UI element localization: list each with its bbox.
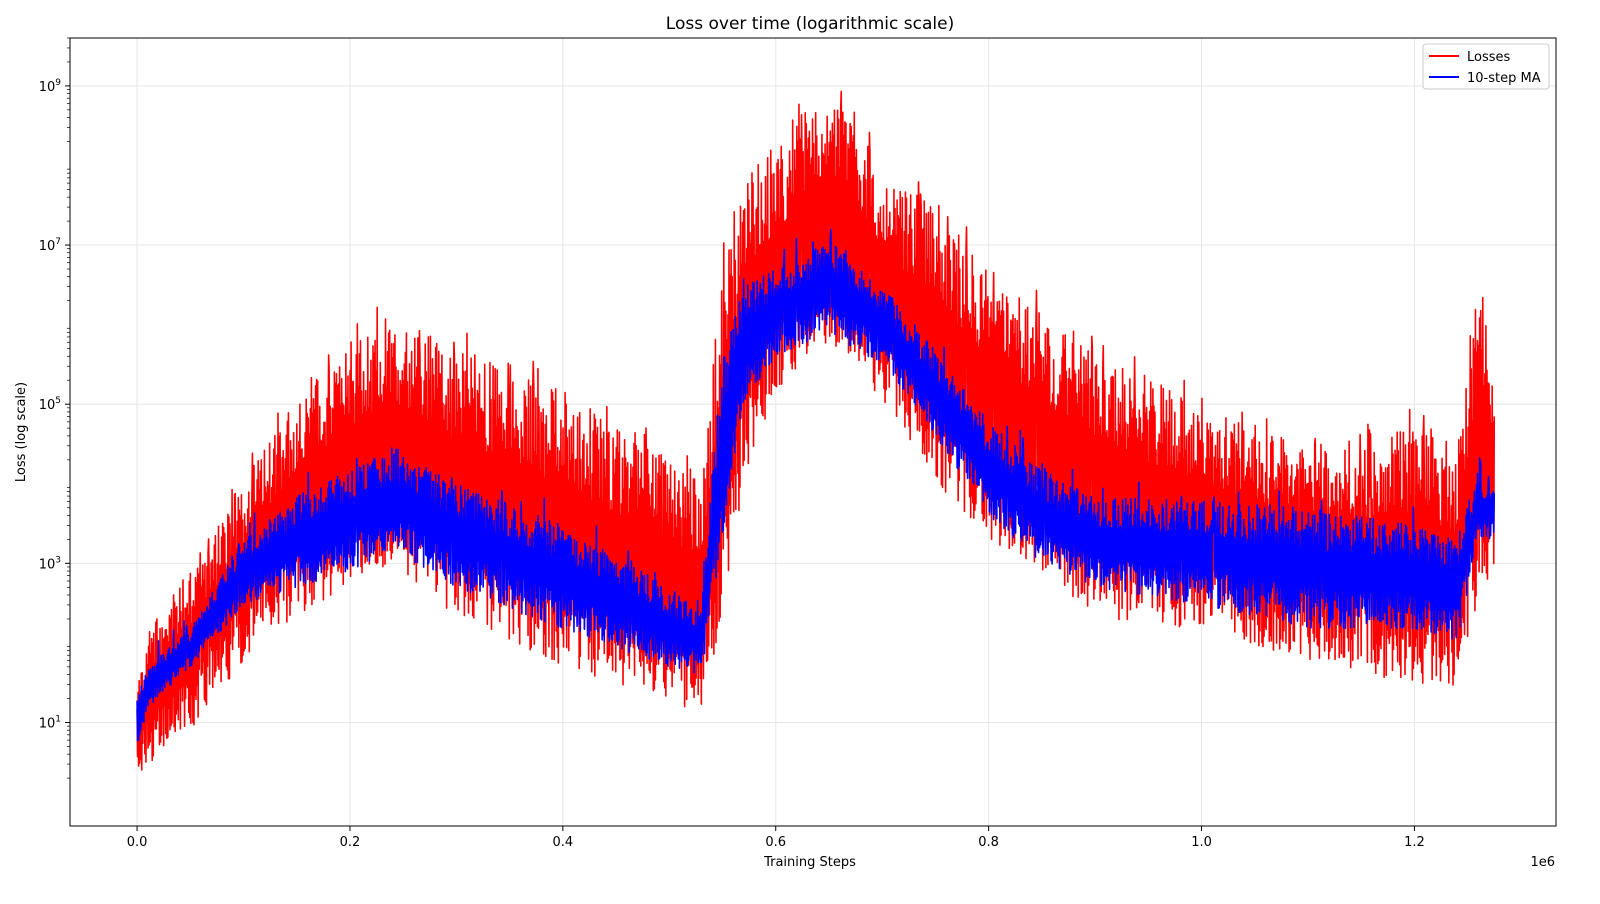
y-tick-label-2: 105 — [39, 396, 61, 413]
legend-label-ma: 10-step MA — [1467, 71, 1541, 86]
x-axis-ticks: 0.0 0.2 0.4 0.6 0.8 1.0 1.2 — [127, 826, 1425, 850]
x-tick-label-2: 0.4 — [553, 835, 574, 850]
x-tick-label-6: 1.2 — [1404, 835, 1425, 850]
chart-title: Loss over time (logarithmic scale) — [666, 14, 954, 34]
plot-frame — [69, 37, 1557, 827]
x-tick-label-3: 0.6 — [765, 835, 786, 850]
x-axis-offset-label: 1e6 — [1530, 855, 1555, 870]
y-axis-label: Loss (log scale) — [14, 382, 29, 482]
y-tick-label-3: 107 — [39, 237, 61, 254]
x-tick-label-5: 1.0 — [1191, 835, 1212, 850]
y-tick-label-1: 103 — [39, 555, 61, 572]
x-tick-label-1: 0.2 — [340, 835, 361, 850]
x-axis-label: Training Steps — [763, 855, 856, 870]
series-line-moving-average — [136, 228, 1496, 742]
legend-label-losses: Losses — [1467, 50, 1511, 65]
y-axis-ticks: 101 103 105 107 109 — [39, 37, 70, 779]
y-tick-label-0: 101 — [39, 714, 61, 731]
y-tick-label-4: 109 — [39, 78, 62, 95]
x-tick-label-4: 0.8 — [978, 835, 999, 850]
legend: Losses 10-step MA — [1422, 43, 1550, 90]
x-tick-label-0: 0.0 — [127, 835, 148, 850]
series-line-losses — [136, 90, 1496, 771]
series-layer — [136, 90, 1496, 771]
